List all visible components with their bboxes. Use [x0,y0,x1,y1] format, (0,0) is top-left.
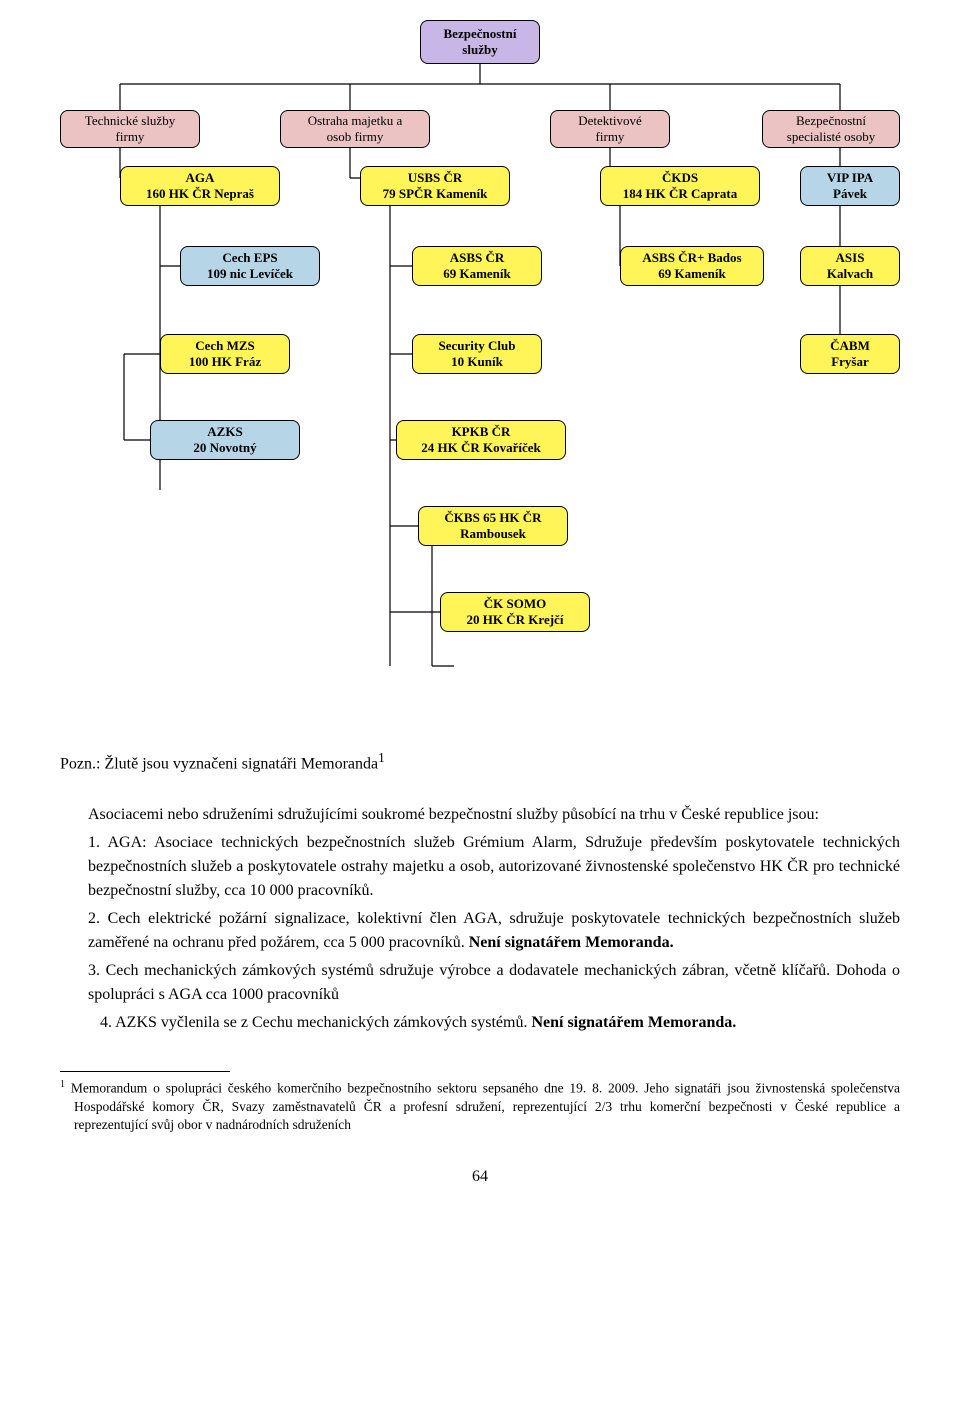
label: Kalvach [827,266,873,281]
item-2: 2. Cech elektrické požární signalizace, … [88,907,900,955]
node-somo: ČK SOMO 20 HK ČR Krejčí [440,592,590,632]
node-azks: AZKS 20 Novotný [150,420,300,460]
label: 20 Novotný [193,440,256,455]
node-asbs-bados: ASBS ČR+ Bados 69 Kameník [620,246,764,286]
fn-text: Memorandum o spolupráci českého komerční… [65,1081,900,1132]
label: AZKS [207,424,242,439]
label: Rambousek [460,526,526,541]
label: VIP IPA [827,170,873,185]
node-cat-spec: Bezpečnostní specialisté osoby [762,110,900,148]
node-cat-ostraha: Ostraha majetku a osob firmy [280,110,430,148]
node-kpkb: KPKB ČR 24 HK ČR Kovaříček [396,420,566,460]
node-cech-mzs: Cech MZS 100 HK Fráz [160,334,290,374]
label: 69 Kameník [443,266,511,281]
node-root: Bezpečnostní služby [420,20,540,64]
item-4: 4. AZKS vyčlenila se z Cechu mechanickýc… [88,1011,900,1035]
node-aga: AGA 160 HK ČR Nepraš [120,166,280,206]
node-asis: ASIS Kalvach [800,246,900,286]
label: Bezpečnostní [796,113,866,129]
label: ČKDS [662,170,698,185]
org-chart: Bezpečnostní služby Technické služby fir… [60,20,900,720]
label: Cech EPS [222,250,277,265]
label: ČKBS 65 HK ČR [444,510,541,525]
label: 20 HK ČR Krejčí [467,612,564,627]
label: firmy [596,129,625,145]
label: ASIS [836,250,865,265]
label: 79 SPČR Kameník [383,186,488,201]
footnote: 1 Memorandum o spolupráci českého komerč… [60,1078,900,1134]
node-ckbs: ČKBS 65 HK ČR Rambousek [418,506,568,546]
label: 160 HK ČR Nepraš [146,186,254,201]
label: Detektivové [578,113,642,129]
label: 10 Kuník [451,354,503,369]
note-sup: 1 [378,750,385,765]
item-1: 1. AGA: Asociace technických bezpečnostn… [88,831,900,903]
label: 184 HK ČR Caprata [623,186,737,201]
node-asbs: ASBS ČR 69 Kameník [412,246,542,286]
label: 24 HK ČR Kovaříček [421,440,541,455]
node-cat-tech: Technické služby firmy [60,110,200,148]
page-number: 64 [60,1168,900,1186]
label: ČK SOMO [484,596,546,611]
bold: Není signatářem Memoranda. [531,1014,736,1031]
label: Pávek [833,186,867,201]
label: Ostraha majetku a [308,113,403,129]
node-ckds: ČKDS 184 HK ČR Caprata [600,166,760,206]
node-security-club: Security Club 10 Kuník [412,334,542,374]
label: AGA [186,170,215,185]
note-text: Pozn.: Žlutě jsou vyznačeni signatáři Me… [60,755,378,772]
label: Fryšar [831,354,869,369]
label: KPKB ČR [452,424,511,439]
label: USBS ČR [408,170,463,185]
label: ASBS ČR+ Bados [642,250,741,265]
label: Security Club [439,338,516,353]
label: ČABM [830,338,870,353]
footnote-rule [60,1071,230,1072]
label: 109 nic Levíček [207,266,293,281]
label: Cech MZS [195,338,255,353]
label: Bezpečnostní [444,26,517,42]
body-text: Asociacemi nebo sdruženími sdružujícími … [60,803,900,1035]
label: 69 Kameník [658,266,726,281]
legend-note: Pozn.: Žlutě jsou vyznačeni signatáři Me… [60,750,900,773]
text: 4. AZKS vyčlenila se z Cechu mechanickýc… [100,1014,531,1031]
label: služby [462,42,497,58]
label: 100 HK Fráz [189,354,261,369]
label: firmy [116,129,145,145]
node-cat-detekt: Detektivové firmy [550,110,670,148]
label: osob firmy [327,129,384,145]
node-cech-eps: Cech EPS 109 nic Levíček [180,246,320,286]
node-cabm: ČABM Fryšar [800,334,900,374]
node-usbs: USBS ČR 79 SPČR Kameník [360,166,510,206]
bold: Není signatářem Memoranda. [469,934,674,951]
node-vip: VIP IPA Pávek [800,166,900,206]
label: ASBS ČR [450,250,505,265]
item-3: 3. Cech mechanických zámkových systémů s… [88,959,900,1007]
intro: Asociacemi nebo sdruženími sdružujícími … [60,803,900,827]
label: specialisté osoby [787,129,875,145]
label: Technické služby [85,113,175,129]
